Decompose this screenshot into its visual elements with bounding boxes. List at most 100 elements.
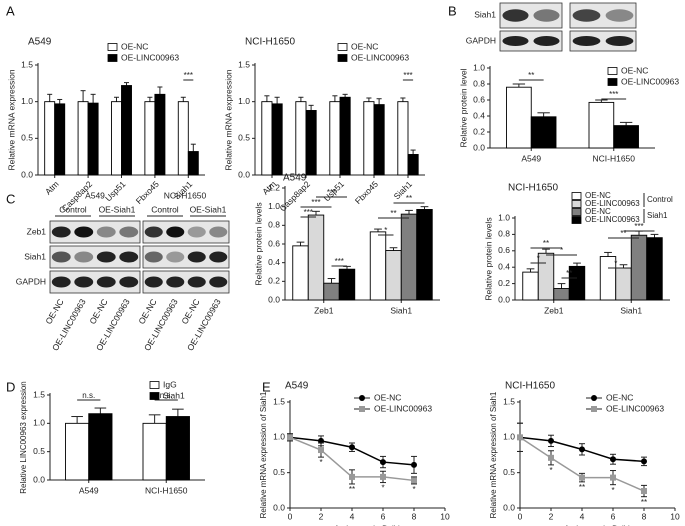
chart-title: NCI-H1650 [505, 381, 555, 392]
blot-band [166, 276, 185, 288]
bar [271, 103, 283, 176]
blot-band [144, 276, 163, 288]
annotation: ** [579, 483, 585, 492]
x-tick-label: 4 [580, 511, 585, 521]
legend-label: OE-LINC00963 [606, 403, 664, 413]
y-tick-label: 0.5 [273, 467, 285, 477]
x-tick-label: 6 [381, 511, 386, 521]
x-tick-label: 2 [319, 511, 324, 521]
bar [329, 101, 341, 176]
annotation: *** [403, 71, 412, 80]
marker [318, 437, 324, 444]
bar [553, 288, 570, 301]
chart-title: NCI-H1650 [245, 37, 295, 48]
blot-lane-label: OE-NC [87, 297, 109, 326]
y-tick-label: 0.4 [498, 261, 510, 271]
legend-label: IgG [163, 379, 177, 389]
y-axis-label: Relative protein levels [253, 202, 263, 285]
blot-band [187, 276, 206, 288]
x-axis-label: Actinomycin D (h) [564, 523, 631, 526]
blot-band [119, 251, 139, 263]
bar [613, 125, 639, 149]
legend-swatch [571, 192, 582, 200]
marker [610, 474, 616, 481]
bar [261, 101, 273, 176]
blot-band [96, 251, 116, 263]
bar [568, 265, 586, 301]
bar [65, 422, 90, 481]
x-tick-label: 0 [518, 511, 523, 521]
blot-box [142, 220, 230, 244]
blot-band [96, 226, 116, 238]
y-tick-label: 0.4 [473, 110, 485, 120]
blot-box [142, 245, 230, 269]
bar [646, 237, 663, 301]
legend-group: Siah1 [647, 211, 668, 220]
x-tick-label: 10 [670, 511, 680, 521]
legend-label: OE-NC [374, 392, 401, 402]
y-axis-label: Relative protein level [458, 68, 468, 147]
legend-label: OE-LINC00963 [351, 52, 409, 62]
blot-band [572, 9, 601, 22]
bar [144, 101, 156, 176]
legend-label: OE-NC [621, 65, 648, 75]
annotation: ** [620, 229, 626, 238]
y-tick-label: 0.6 [498, 245, 510, 255]
annotation: *** [609, 90, 618, 99]
legend-marker [359, 406, 365, 412]
blot-band [74, 251, 94, 263]
bar [385, 250, 402, 301]
annotation: n.s. [160, 391, 173, 400]
legend-swatch [107, 54, 118, 62]
legend-label: OE-NC [585, 191, 611, 200]
blot-box [49, 245, 141, 269]
chart-title: A549 [28, 37, 52, 48]
blot-cell-line: NCI-H1650 [164, 190, 207, 200]
bar [373, 104, 385, 176]
annotation: ** [406, 194, 412, 203]
legend-swatch [337, 43, 348, 51]
blot-band [74, 276, 94, 288]
y-tick-label: 1.5 [33, 389, 45, 399]
bar [537, 252, 555, 301]
legend-marker [359, 395, 365, 401]
x-tick-label: 6 [611, 511, 616, 521]
bar [522, 271, 539, 301]
marker [380, 459, 386, 466]
y-tick-label: 0.6 [473, 94, 485, 104]
annotation: ** [641, 498, 647, 507]
blot-band [119, 226, 139, 238]
y-tick-label: 1.5 [238, 59, 250, 69]
legend-swatch [107, 43, 118, 51]
y-axis-label: Relative mRNA expression [6, 69, 16, 170]
y-axis-label: Relative LINC00963 expression [19, 381, 28, 494]
blot-band [144, 226, 163, 238]
annotation: ** [390, 209, 396, 218]
bar [165, 416, 190, 481]
bar [323, 282, 340, 301]
x-tick-label: Zeb1 [314, 305, 334, 315]
blot-band [187, 226, 206, 238]
panel-label: E [262, 379, 271, 394]
bar [369, 231, 387, 301]
annotation: ** [543, 239, 549, 248]
x-tick-label: Siah1 [620, 305, 642, 315]
bar [416, 209, 433, 301]
annotation: *** [634, 222, 643, 231]
marker [548, 454, 554, 461]
x-tick-label: 8 [642, 511, 647, 521]
blot-band [533, 36, 560, 46]
bar [292, 245, 309, 301]
marker [349, 444, 355, 451]
blot-group: Control [151, 204, 179, 214]
y-tick-label: 0.0 [498, 294, 510, 304]
y-axis-label: Relative protein levels [483, 217, 493, 300]
y-tick-label: 0.2 [498, 278, 510, 288]
bar [338, 268, 356, 301]
blot-band [502, 9, 529, 22]
y-tick-label: 1.5 [273, 396, 285, 406]
x-tick-label: Siah1 [390, 305, 412, 315]
bar [142, 422, 167, 481]
y-axis-label: Relative mRNA expression [223, 69, 233, 170]
annotation: * [412, 485, 415, 494]
